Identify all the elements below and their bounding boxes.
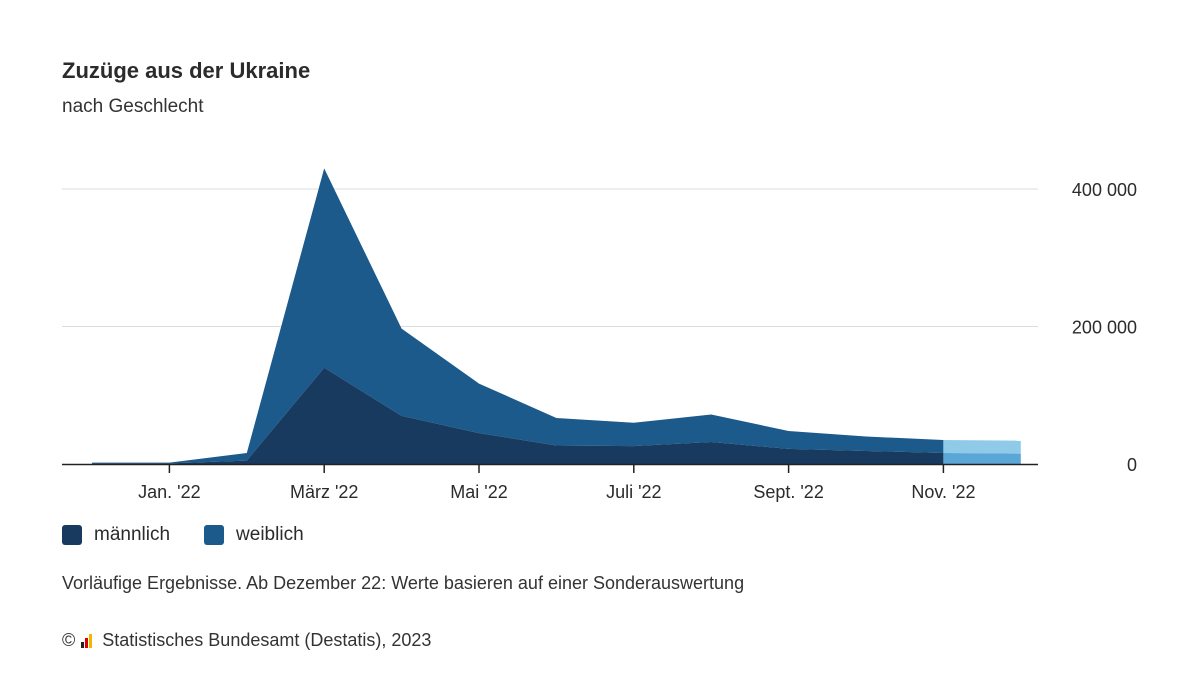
copyright-symbol: © xyxy=(62,630,76,650)
x-tick-label: Nov. '22 xyxy=(911,482,975,502)
x-tick-label: März '22 xyxy=(290,482,358,502)
footnote: Vorläufige Ergebnisse. Ab Dezember 22: W… xyxy=(62,573,745,593)
area-maennlich-sonderauswertung xyxy=(943,453,1021,464)
legend-item-weiblich[interactable]: weiblich xyxy=(204,524,304,546)
legend: männlich weiblich xyxy=(62,524,304,546)
x-tick-label: Juli '22 xyxy=(606,482,661,502)
legend-label-maennlich: männlich xyxy=(94,524,171,545)
legend-item-maennlich[interactable]: männlich xyxy=(62,524,170,546)
chart-subtitle: nach Geschlecht xyxy=(62,96,204,117)
y-tick-label: 200 000 xyxy=(1072,318,1137,338)
x-tick-label: Sept. '22 xyxy=(753,482,824,502)
legend-swatch-maennlich xyxy=(62,525,82,545)
y-tick-label: 400 000 xyxy=(1072,180,1137,200)
source-text: Statistisches Bundesamt (Destatis), 2023 xyxy=(102,630,432,650)
area-chart: 0 200 000 400 000 Jan. '22 März '22 Mai '22 Ju… xyxy=(62,168,1137,502)
area-weiblich xyxy=(92,168,944,464)
destatis-logo-icon xyxy=(81,633,93,648)
area-maennlich xyxy=(92,367,944,464)
chart-title: Zuzüge aus der Ukraine xyxy=(62,58,311,83)
y-tick-label: 0 xyxy=(1127,455,1137,475)
x-tick-label: Jan. '22 xyxy=(138,482,200,502)
area-weiblich-sonderauswertung xyxy=(943,439,1021,454)
legend-label-weiblich: weiblich xyxy=(236,524,304,545)
legend-swatch-weiblich xyxy=(204,525,225,545)
x-tick-label: Mai '22 xyxy=(450,482,507,502)
source-line: © Statistisches Bundesamt (Destatis), 20… xyxy=(62,630,431,651)
